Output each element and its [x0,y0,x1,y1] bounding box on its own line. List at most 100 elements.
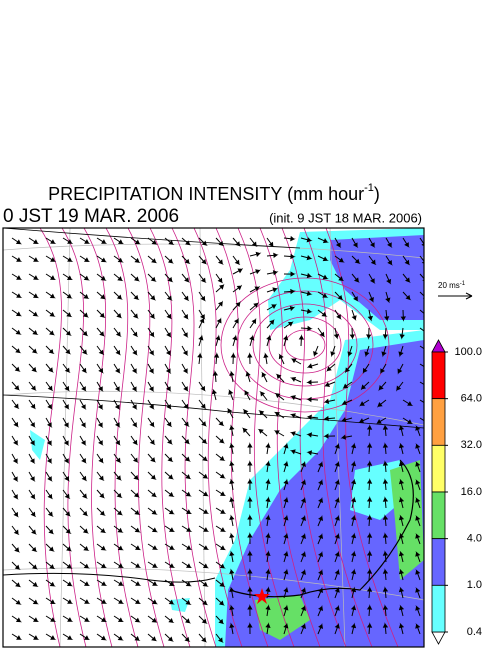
wind-arrow [247,568,253,581]
wind-arrow [283,478,289,491]
wind-arrow [341,399,353,406]
wind-arrow [415,479,421,491]
wind-arrow [247,442,253,455]
wind-arrow [113,399,121,410]
wind-arrow [249,269,261,275]
wind-arrow [300,550,306,563]
wind-arrow [45,363,54,373]
wind-arrow [147,561,159,568]
wind-arrow [402,237,410,248]
wind-arrow [198,471,209,479]
wind-arrow [415,551,421,563]
wind-arrow [113,507,124,516]
wind-arrow [113,327,122,338]
wind-arrow [113,471,122,481]
wind-arrow [232,268,244,275]
wind-arrow [96,597,108,604]
wind-legend: 20 ms-1 [438,281,473,300]
wind-arrow [275,373,285,383]
wind-arrow [45,309,56,317]
wind-arrow [415,497,421,509]
wind-arrow [317,568,324,581]
wind-arrow [382,460,389,473]
wind-arrow [402,273,411,283]
wind-arrow [11,597,22,605]
wind-arrow [164,507,175,515]
valid-time: 0 JST 19 MAR. 2006 [3,206,179,227]
wind-arrow [382,424,389,437]
wind-arrow [215,525,227,532]
wind-arrow [198,291,207,302]
colorbar-segment [431,444,446,493]
wind-arrow [62,453,70,464]
wind-arrow [11,579,22,588]
wind-arrow [334,309,342,320]
wind-arrow [283,568,289,581]
wind-arrow [164,525,176,532]
contour-line [127,228,165,647]
wind-arrow [164,255,174,264]
wind-arrow [232,284,243,293]
wind-arrow [215,317,222,329]
wind-arrow [402,291,412,301]
wind-arrow [351,273,360,283]
wind-arrow [215,471,226,479]
wind-arrow [334,532,340,545]
wind-arrow [230,352,236,365]
wind-arrow [130,399,138,410]
wind-arrow [181,309,189,320]
wind-arrow [198,381,206,392]
wind-arrow [96,507,106,516]
wind-arrow [147,327,155,338]
wind-arrow [340,434,353,440]
wind-arrow [96,399,104,410]
wind-arrow [334,478,340,491]
wind-arrow [366,622,373,635]
wind-arrow [96,273,107,281]
wind-arrow [181,561,193,568]
wind-arrow [96,363,104,374]
wind-arrow [181,525,193,532]
wind-arrow [181,291,190,302]
wind-arrow [415,623,421,635]
wind-arrow [45,237,57,244]
wind-arrow [147,453,157,463]
wind-arrow [229,622,235,635]
wind-arrow [11,345,22,354]
wind-arrow [247,478,253,491]
wind-arrow [28,255,40,262]
wind-arrow [130,507,141,516]
wind-arrow [45,561,56,570]
contour-line [39,228,62,647]
wind-arrow [130,543,142,551]
wind-arrow [164,363,172,374]
wind-arrow [79,453,87,464]
wind-arrow [198,273,207,283]
precip-area [30,430,45,460]
title: PRECIPITATION INTENSITY (mm hour-1) [48,182,380,204]
wind-arrow [266,237,275,248]
wind-arrow [265,604,271,617]
wind-arrow [289,377,302,383]
wind-arrow [215,489,227,496]
wind-arrow [28,327,39,336]
wind-arrow [362,363,370,375]
wind-arrow [323,398,336,404]
wind-arrow [164,237,175,246]
wind-arrow [130,525,141,533]
wind-arrow [377,399,387,408]
wind-arrow [62,561,73,569]
wind-arrow [382,496,389,509]
wind-arrow [96,615,108,622]
wind-arrow [382,568,389,581]
wind-arrow [229,514,235,527]
wind-arrow [164,615,175,624]
wind-arrow [62,543,73,552]
wind-arrow [366,496,373,509]
wind-arrow [181,507,193,515]
wind-arrow [62,471,70,482]
wind-arrow [415,461,421,473]
contour-line [284,329,326,361]
wind-arrow [351,255,361,265]
wind-arrow [96,561,108,569]
